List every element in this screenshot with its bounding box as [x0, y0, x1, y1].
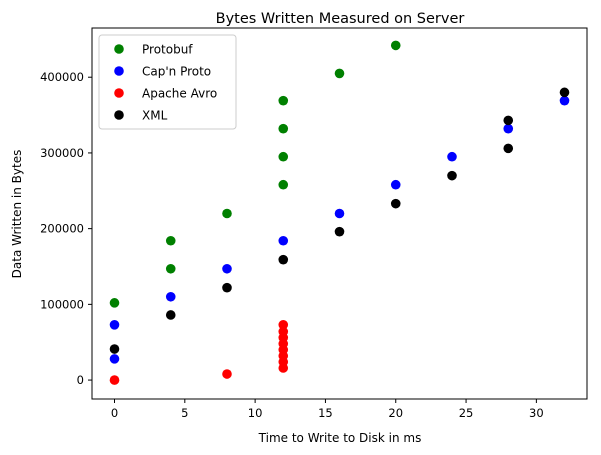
cap-n-proto-point: [390, 179, 401, 190]
y-tick-label: 400000: [40, 70, 84, 84]
y-tick-label: 300000: [40, 146, 84, 160]
y-tick-label: 200000: [40, 222, 84, 236]
cap-n-proto-point: [334, 208, 345, 219]
cap-n-proto-point: [222, 263, 232, 274]
protobuf-point: [222, 208, 232, 219]
legend-marker-xml: [114, 110, 124, 120]
legend-label-apache-avro: Apache Avro: [142, 87, 217, 101]
legend-box: [98, 34, 237, 130]
x-tick-label: 0: [111, 406, 118, 420]
protobuf-point: [278, 123, 289, 134]
data-points: [109, 40, 570, 385]
x-axis-ticks: 0 5 10 15 20 25 30: [111, 399, 544, 420]
protobuf-point: [278, 151, 289, 162]
xml-point: [503, 143, 514, 154]
xml-point: [222, 282, 232, 293]
protobuf-point: [278, 95, 289, 106]
cap-n-proto-point: [559, 95, 570, 106]
legend-marker-cap-n-proto: [114, 66, 124, 76]
apache-avro-point: [222, 369, 232, 379]
plot-area: [91, 27, 588, 400]
xml-point: [334, 226, 345, 237]
legend-label-protobuf: Protobuf: [142, 43, 193, 57]
legend-marker-protobuf: [114, 44, 124, 54]
y-tick-label: 100000: [40, 297, 84, 311]
legend-label-xml: XML: [142, 109, 168, 123]
xml-point: [559, 87, 570, 98]
y-axis-label: Data Written in Bytes: [10, 150, 24, 279]
xml-point: [503, 115, 514, 126]
y-axis-ticks: 0 100000 200000 300000 400000: [40, 70, 92, 387]
apache-avro-point: [109, 375, 120, 385]
x-tick-label: 15: [318, 406, 333, 420]
cap-n-proto-point: [109, 320, 120, 330]
x-tick-label: 10: [248, 406, 263, 420]
xml-point: [447, 170, 457, 181]
x-tick-label: 20: [388, 406, 403, 420]
protobuf-point: [165, 235, 176, 246]
cap-n-proto-point: [503, 123, 514, 134]
apache-avro-point: [278, 326, 289, 337]
cap-n-proto-point: [278, 235, 289, 246]
cap-n-proto-point: [109, 354, 120, 364]
legend-marker-apache-avro: [114, 88, 124, 98]
protobuf-point: [109, 298, 120, 308]
x-tick-label: 25: [459, 406, 474, 420]
legend-label-cap-n-proto: Cap'n Proto: [142, 65, 211, 79]
xml-point: [109, 344, 120, 354]
x-axis-label: Time to Write to Disk in ms: [258, 431, 422, 445]
xml-point: [278, 254, 289, 265]
cap-n-proto-point: [447, 151, 457, 162]
protobuf-point: [390, 40, 401, 51]
chart-title: Bytes Written Measured on Server: [216, 11, 465, 27]
cap-n-proto-point: [165, 291, 176, 302]
apache-avro-point: [278, 320, 289, 330]
x-tick-label: 5: [181, 406, 188, 420]
xml-point: [165, 310, 176, 320]
legend: Protobuf Cap'n Proto Apache Avro XML: [98, 34, 237, 130]
x-tick-label: 30: [529, 406, 544, 420]
xml-point: [390, 198, 401, 209]
protobuf-point: [165, 263, 176, 274]
protobuf-point: [334, 68, 345, 79]
y-tick-label: 0: [77, 373, 84, 387]
protobuf-point: [278, 179, 289, 190]
